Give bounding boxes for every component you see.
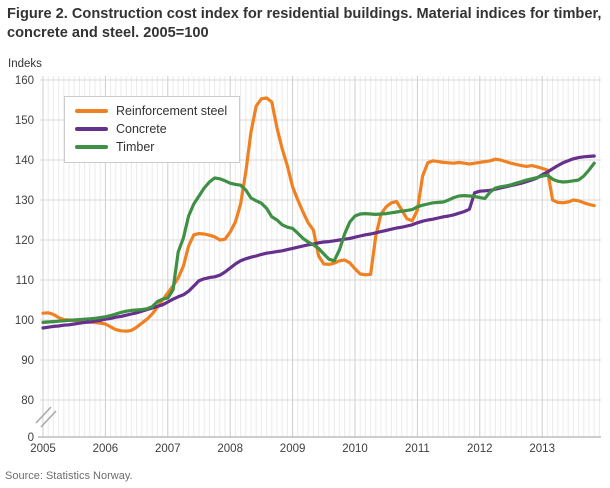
svg-text:2006: 2006 — [93, 443, 119, 455]
svg-text:2013: 2013 — [529, 443, 555, 455]
chart-title: Figure 2. Construction cost index for re… — [7, 6, 602, 41]
legend-item-concrete[interactable]: Concrete — [75, 120, 227, 138]
svg-text:2009: 2009 — [280, 443, 306, 455]
legend-label-timber: Timber — [116, 140, 155, 154]
svg-text:2008: 2008 — [217, 443, 243, 455]
svg-text:0: 0 — [28, 432, 34, 444]
svg-text:160: 160 — [15, 75, 34, 87]
svg-text:2012: 2012 — [467, 443, 493, 455]
svg-text:80: 80 — [21, 395, 34, 407]
legend-label-concrete: Concrete — [116, 122, 167, 136]
legend-item-timber[interactable]: Timber — [75, 138, 227, 156]
legend: Reinforcement steel Concrete Timber — [64, 96, 241, 163]
source-note: Source: Statistics Norway. — [5, 470, 133, 482]
svg-text:2011: 2011 — [405, 443, 430, 455]
svg-text:130: 130 — [15, 195, 34, 207]
legend-label-reinforcement-steel: Reinforcement steel — [116, 104, 228, 118]
svg-text:100: 100 — [15, 315, 34, 327]
y-axis-tick-labels: 0 80 90 100 110 120 130 140 150 160 — [15, 75, 34, 444]
series-line-timber — [41, 161, 596, 324]
y-axis-unit-label: Indeks — [8, 58, 42, 70]
svg-text:2010: 2010 — [342, 443, 368, 455]
legend-swatch-timber — [75, 145, 108, 149]
svg-text:2007: 2007 — [155, 443, 181, 455]
series-line-reinforcement-steel — [41, 96, 596, 333]
svg-text:150: 150 — [15, 115, 34, 127]
legend-item-reinforcement-steel[interactable]: Reinforcement steel — [75, 102, 227, 120]
svg-text:110: 110 — [16, 275, 34, 287]
svg-text:120: 120 — [15, 235, 34, 247]
svg-text:90: 90 — [21, 355, 34, 367]
svg-text:140: 140 — [15, 155, 34, 167]
legend-swatch-reinforcement-steel — [75, 109, 108, 113]
y-axis-break-icon — [35, 406, 57, 428]
x-axis-tick-labels: 2005 2006 2007 2008 2009 2010 2011 2012 2013 — [30, 443, 555, 455]
legend-swatch-concrete — [75, 127, 108, 131]
svg-text:2005: 2005 — [30, 443, 56, 455]
